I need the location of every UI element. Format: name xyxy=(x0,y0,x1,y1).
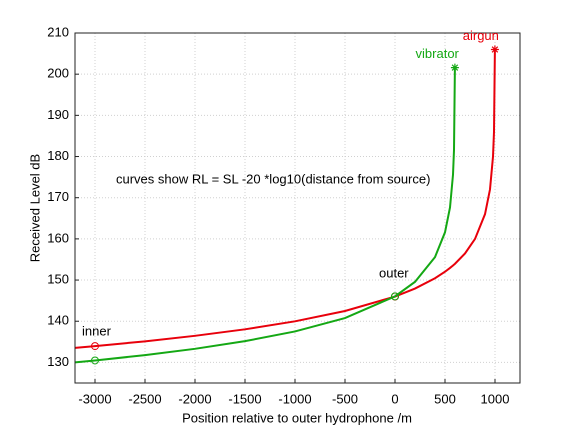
y-tick-label: 180 xyxy=(47,148,69,163)
x-tick-label: 1000 xyxy=(481,391,510,406)
x-tick-label: -3000 xyxy=(78,391,111,406)
point-marker xyxy=(91,342,99,351)
x-tick-label: 0 xyxy=(391,391,398,406)
x-tick-label: 500 xyxy=(434,391,456,406)
plot-frame xyxy=(74,32,521,384)
line xyxy=(74,67,456,364)
x-tick-label: -1000 xyxy=(278,391,311,406)
y-tick-label: 150 xyxy=(47,271,69,286)
annotation: inner xyxy=(82,323,112,338)
annotation: curves show RL = SL -20 *log10(distance … xyxy=(116,171,430,186)
x-tick-label: -2000 xyxy=(178,391,211,406)
annotation: outer xyxy=(379,265,409,280)
source-marker xyxy=(490,45,499,54)
point-marker xyxy=(391,292,399,301)
x-tick-label: -500 xyxy=(332,391,358,406)
y-tick-label: 140 xyxy=(47,313,69,328)
x-axis-label: Position relative to outer hydrophone /m xyxy=(182,410,412,425)
y-tick-label: 130 xyxy=(47,354,69,369)
y-tick-label: 160 xyxy=(47,230,69,245)
series-label: airgun xyxy=(463,28,499,43)
x-tick-label: -2500 xyxy=(128,391,161,406)
y-tick-label: 170 xyxy=(47,189,69,204)
line xyxy=(74,49,496,349)
plot-area xyxy=(75,33,520,383)
point-marker xyxy=(91,356,99,365)
y-axis-label: Received Level dB xyxy=(27,154,42,262)
y-tick-label: 190 xyxy=(47,107,69,122)
series-label: vibrator xyxy=(416,46,460,61)
x-tick-label: -1500 xyxy=(228,391,261,406)
y-tick-label: 200 xyxy=(47,66,69,81)
y-tick-label: 210 xyxy=(47,24,69,39)
source-marker xyxy=(450,63,459,72)
